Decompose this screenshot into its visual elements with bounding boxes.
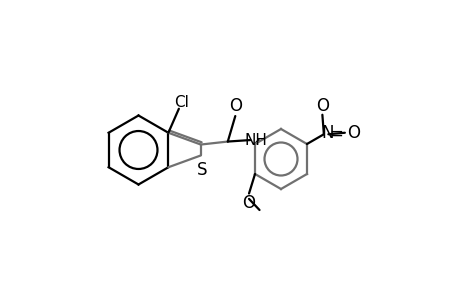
Text: O: O <box>228 98 241 116</box>
Text: =: = <box>329 125 343 143</box>
Text: O: O <box>315 97 328 115</box>
Text: S: S <box>196 161 207 179</box>
Text: O: O <box>347 124 359 142</box>
Text: Cl: Cl <box>174 95 189 110</box>
Text: O: O <box>241 194 254 211</box>
Text: NH: NH <box>244 133 267 148</box>
Text: N: N <box>320 124 333 142</box>
